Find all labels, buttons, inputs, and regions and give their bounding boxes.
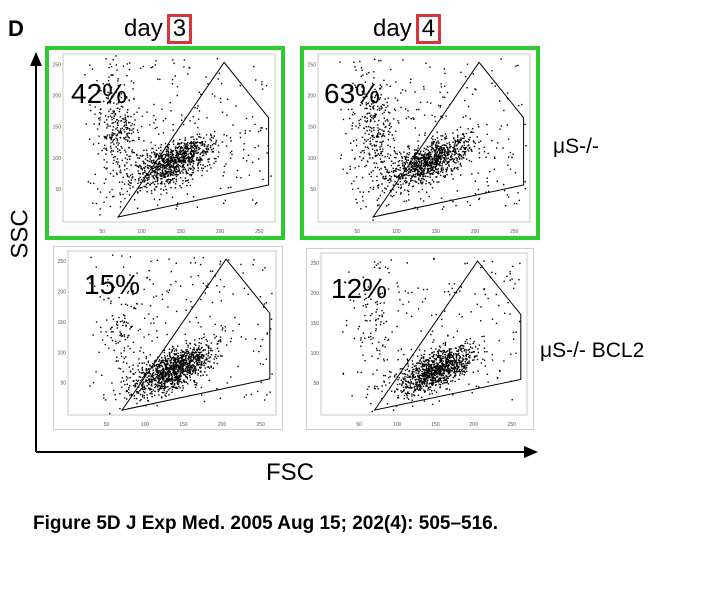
y-tick-label: 150 bbox=[308, 125, 317, 131]
x-tick-label: 100 bbox=[393, 422, 402, 428]
row-label-mus-bcl2: μS-/- BCL2 bbox=[540, 339, 645, 362]
y-tick-label: 100 bbox=[58, 350, 67, 356]
x-tick-label: 50 bbox=[99, 229, 105, 235]
x-tick-label: 250 bbox=[510, 229, 519, 235]
y-tick-label: 150 bbox=[58, 320, 67, 326]
y-tick-label: 250 bbox=[308, 62, 317, 68]
scatter-svg: 50 100 150 200 250 50 100 150 200 250 bbox=[53, 53, 276, 235]
scatter-plot-day4-bcl2: 50 100 150 200 250 50 100 150 200 250 12% bbox=[306, 248, 534, 430]
x-tick-label: 200 bbox=[471, 229, 480, 235]
x-tick-label: 200 bbox=[216, 229, 225, 235]
x-tick-label: 100 bbox=[392, 229, 401, 235]
gate-percentage: 42% bbox=[71, 78, 128, 109]
x-tick-label: 50 bbox=[104, 422, 110, 428]
scatter-svg: 50 100 150 200 250 50 100 150 200 250 bbox=[58, 250, 277, 428]
scatter-dots bbox=[339, 58, 527, 221]
gate-polygon bbox=[373, 260, 522, 411]
gate-polygon bbox=[120, 258, 271, 411]
scatter-svg: 50 100 150 200 250 50 100 150 200 250 bbox=[311, 252, 528, 428]
scatter-dots bbox=[342, 257, 521, 413]
x-tick-label: 100 bbox=[141, 422, 150, 428]
x-axis-arrow bbox=[524, 446, 538, 458]
gate-polygon bbox=[116, 61, 270, 218]
y-tick-label: 100 bbox=[308, 156, 317, 162]
x-tick-label: 100 bbox=[137, 229, 146, 235]
column-header-day-3: day 3 bbox=[124, 14, 193, 44]
y-tick-label: 50 bbox=[310, 187, 316, 193]
day-number-box: 3 bbox=[166, 14, 193, 44]
scatter-dots bbox=[84, 55, 272, 216]
x-tick-label: 150 bbox=[431, 422, 440, 428]
panel-letter: D bbox=[8, 16, 24, 41]
y-tick-label: 250 bbox=[58, 259, 67, 265]
column-header-day-4: day 4 bbox=[373, 14, 442, 44]
gate-percentage: 63% bbox=[324, 78, 381, 109]
x-axis-label: FSC bbox=[266, 459, 314, 486]
plot-frame bbox=[320, 252, 528, 416]
scatter-plot-day3-bcl2: 50 100 150 200 250 50 100 150 200 250 15% bbox=[53, 246, 283, 430]
y-tick-label: 200 bbox=[53, 94, 62, 100]
plot-frame bbox=[317, 53, 531, 223]
y-tick-label: 50 bbox=[60, 381, 66, 387]
x-tick-label: 250 bbox=[508, 422, 517, 428]
x-tick-label: 150 bbox=[432, 229, 441, 235]
x-tick-label: 200 bbox=[218, 422, 227, 428]
scatter-dots bbox=[89, 254, 273, 415]
y-axis-label: SSC bbox=[6, 209, 34, 259]
y-tick-label: 250 bbox=[53, 62, 62, 68]
y-tick-label: 200 bbox=[311, 291, 320, 297]
scatter-plot-day4-mus: 50 100 150 200 250 50 100 150 200 250 63% bbox=[300, 46, 540, 240]
x-tick-label: 250 bbox=[255, 229, 264, 235]
y-tick-label: 150 bbox=[311, 321, 320, 327]
gate-percentage: 15% bbox=[84, 269, 141, 300]
scatter-plot-day3-mus: 50 100 150 200 250 50 100 150 200 250 42% bbox=[45, 46, 285, 240]
y-tick-label: 200 bbox=[308, 94, 317, 100]
scatter-svg: 50 100 150 200 250 50 100 150 200 250 bbox=[308, 53, 531, 235]
day-prefix: day bbox=[373, 15, 412, 42]
y-tick-label: 100 bbox=[311, 351, 320, 357]
y-axis-arrow bbox=[30, 52, 42, 66]
gate-percentage: 12% bbox=[331, 273, 388, 304]
x-tick-label: 250 bbox=[256, 422, 265, 428]
x-tick-label: 200 bbox=[469, 422, 478, 428]
y-tick-label: 150 bbox=[53, 125, 62, 131]
x-tick-label: 150 bbox=[177, 229, 186, 235]
figure-caption: Figure 5D J Exp Med. 2005 Aug 15; 202(4)… bbox=[33, 513, 498, 534]
y-tick-label: 250 bbox=[311, 261, 320, 267]
y-tick-label: 50 bbox=[55, 187, 61, 193]
x-tick-label: 50 bbox=[356, 422, 362, 428]
y-tick-label: 50 bbox=[313, 381, 319, 387]
x-tick-label: 150 bbox=[179, 422, 188, 428]
y-tick-label: 200 bbox=[58, 290, 67, 296]
day-prefix: day bbox=[124, 15, 163, 42]
gate-polygon bbox=[371, 61, 525, 218]
x-tick-label: 50 bbox=[354, 229, 360, 235]
plot-frame bbox=[67, 250, 277, 416]
y-tick-label: 100 bbox=[53, 156, 62, 162]
day-number-box: 4 bbox=[415, 14, 442, 44]
row-label-mus: μS-/- bbox=[553, 135, 599, 158]
plot-frame bbox=[62, 53, 276, 223]
